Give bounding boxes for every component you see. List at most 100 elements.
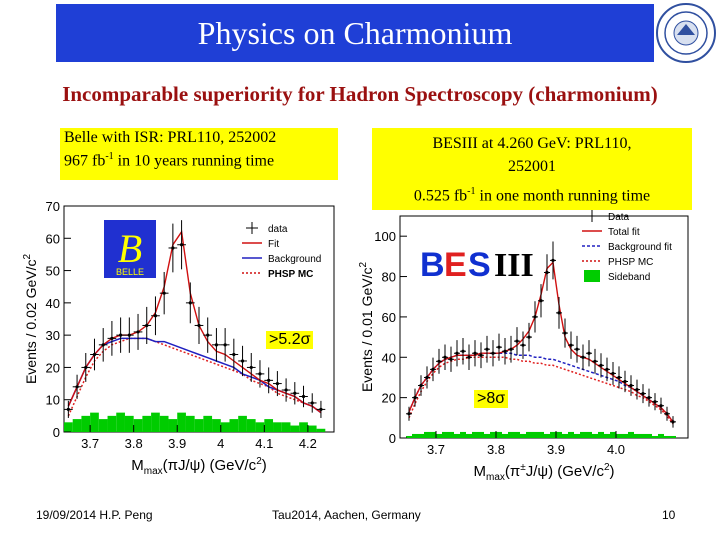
belle-logo-mark: B <box>118 226 142 271</box>
belle-ytick-label: 70 <box>46 199 60 214</box>
belle-ylabel: Events / 0.02 GeV/c2 <box>22 254 39 385</box>
bes-data-point <box>562 318 568 348</box>
bes-sideband-bar <box>670 435 676 438</box>
bes-legend-item: Total fit <box>582 227 640 238</box>
bes-data-point <box>502 337 508 365</box>
bes-data-point <box>586 340 592 367</box>
belle-data-marker <box>110 336 114 340</box>
bes-data-marker <box>641 392 645 396</box>
belle-data-marker <box>206 333 210 337</box>
bes-data-point <box>448 346 454 372</box>
belle-data-marker <box>232 352 236 357</box>
slide-subtitle: Incomparable superiority for Hadron Spec… <box>62 82 658 106</box>
bes-data-marker <box>431 367 435 371</box>
bes-data-point <box>652 393 658 411</box>
bes-data-marker <box>479 353 483 357</box>
belle-data-marker <box>84 365 88 370</box>
belle-significance-label: >5.2σ <box>266 331 314 349</box>
bes-data-marker <box>599 363 603 367</box>
bes-legend-item: Background fit <box>582 242 672 253</box>
belle-sideband-bar <box>246 419 256 432</box>
bes-data-point <box>532 301 538 333</box>
bes-data-marker <box>497 345 501 349</box>
bes-sideband-bar <box>592 433 598 438</box>
footer-venue: Tau2014, Aachen, Germany <box>272 508 421 522</box>
bes-data-point <box>454 340 460 367</box>
bes-data-marker <box>485 347 489 351</box>
belle-data-marker <box>223 343 227 347</box>
belle-legend-item: Background <box>242 254 321 265</box>
bes-sideband-bar <box>604 433 610 438</box>
bes-sideband-bar <box>472 431 478 438</box>
bes-data-marker <box>647 396 651 400</box>
bes-data-point <box>478 342 484 369</box>
bes-data-point <box>508 335 514 363</box>
bes-mass-plot: 3.7 3.8 3.9 4.0 0 20 40 60 80 100 Events / 0.01 Ge… <box>358 210 689 483</box>
belle-data-point <box>212 328 221 362</box>
bes-data-marker <box>617 375 621 380</box>
bes-logo-text-iii: III <box>494 247 534 284</box>
belle-data-point <box>307 393 317 413</box>
bes-sideband-bar <box>556 431 562 438</box>
belle-data-marker <box>258 372 262 376</box>
belle-mass-plot: 3.7 3.8 3.9 4 4.1 4.2 0 10 20 30 40 50 60 70 Events / … <box>22 199 335 477</box>
bes-ylabel: Events / 0.01 GeV/c2 <box>358 262 375 393</box>
belle-ytick-label: 50 <box>46 264 60 279</box>
bes-legend-label: Total fit <box>608 227 640 238</box>
belle-data-point <box>72 374 82 399</box>
bes-info-line1: BESIII at 4.260 GeV: PRL110, <box>432 135 632 152</box>
bes-data-marker <box>635 387 639 392</box>
bes-sideband-bar <box>610 431 616 438</box>
bes-xlabel: Mmax(π±J/ψ) (GeV/c2) <box>473 462 614 483</box>
bes-data-marker <box>533 315 537 319</box>
bes-sideband-bar <box>622 433 628 438</box>
belle-sideband-bar <box>203 415 213 432</box>
bes-legend-label: Background fit <box>608 242 672 253</box>
belle-data-marker <box>92 352 97 357</box>
belle-xtick-label: 4.2 <box>299 436 317 451</box>
belle-data-point <box>316 400 326 418</box>
bes-data-marker <box>587 351 591 355</box>
bes-sideband-bar <box>454 433 460 438</box>
slide-title: Physics on Charmonium <box>56 4 654 62</box>
slide-title-text: Physics on Charmonium <box>197 14 513 51</box>
belle-data-marker <box>319 407 323 411</box>
bes-sideband-bar <box>664 435 670 438</box>
bes-data-marker <box>563 331 567 335</box>
belle-sideband-bar <box>90 412 99 432</box>
bes-sideband-bar <box>520 433 526 438</box>
belle-phsp-line <box>67 337 322 417</box>
bes-data-point <box>514 327 520 356</box>
bes-data-marker <box>419 383 423 388</box>
bes-data-marker <box>623 379 627 384</box>
bes-data-marker <box>527 335 531 339</box>
belle-sideband-bar <box>264 419 274 432</box>
belle-data-marker <box>127 333 131 337</box>
belle-info-box: Belle with ISR: PRL110, 252002 967 fb-1 … <box>60 128 338 180</box>
belle-ytick-label: 30 <box>46 328 60 343</box>
belle-data-marker <box>119 333 123 337</box>
bes-sideband-bar <box>460 431 466 438</box>
bes-sideband-bar <box>652 435 658 438</box>
bes-data-marker <box>503 349 507 353</box>
belle-data-point <box>273 371 282 397</box>
bes-legend-item: PHSP MC <box>582 257 653 268</box>
bes-data-marker <box>461 349 465 353</box>
belle-data-point <box>290 382 300 405</box>
belle-data-marker <box>188 301 192 305</box>
bes-data-point <box>424 366 430 389</box>
belle-sideband-bar <box>177 412 186 432</box>
bes-data-point <box>556 296 562 329</box>
belle-data-point <box>81 352 91 382</box>
bes-data-marker <box>413 396 417 400</box>
bes-data-marker <box>521 343 525 347</box>
bes-data-point <box>658 397 664 414</box>
belle-legend-item: data <box>246 222 288 235</box>
bes-data-marker <box>593 359 597 363</box>
belle-sideband-bar <box>81 415 91 432</box>
bes-sideband-bar <box>640 433 646 438</box>
belle-data-point <box>98 328 108 362</box>
belle-data-point <box>107 320 117 356</box>
belle-data-point <box>64 400 73 418</box>
bes-sideband-bar <box>436 433 442 438</box>
